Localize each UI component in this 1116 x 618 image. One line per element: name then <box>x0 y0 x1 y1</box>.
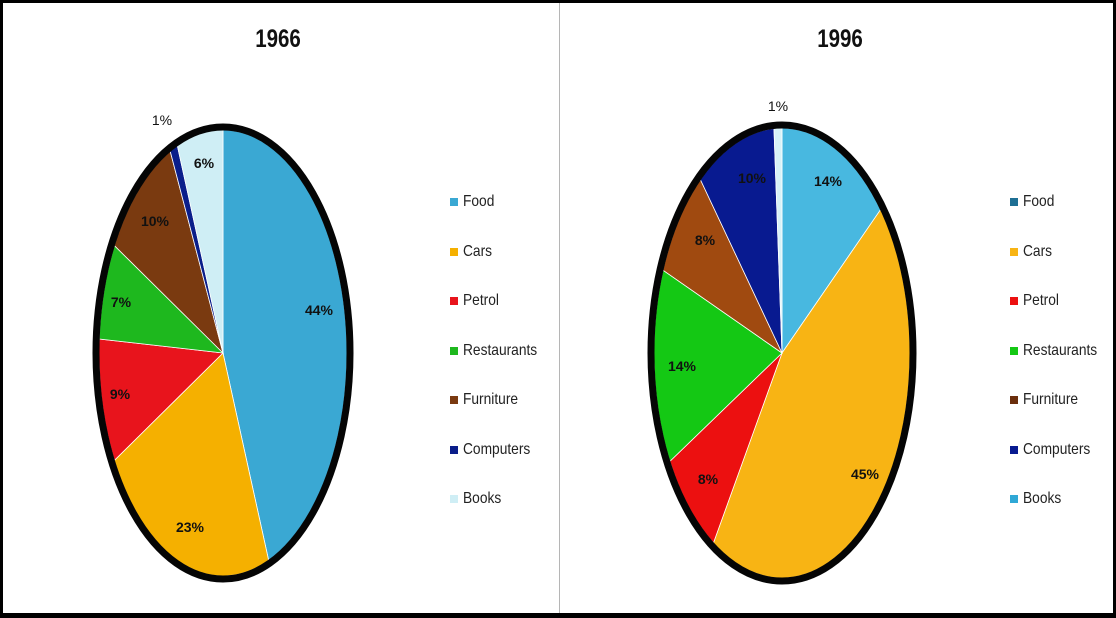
data-label-furniture: 8% <box>695 232 716 248</box>
data-label-petrol: 9% <box>110 386 131 402</box>
legend-label: Cars <box>463 242 493 260</box>
legend-label: Computers <box>463 440 531 458</box>
legend-swatch <box>1010 495 1018 503</box>
legend-swatch <box>1010 247 1018 256</box>
pie-panel-1996: 1996 14% 45% 8% 14% 8% 10% 1% Food Cars Petrol Re… <box>560 3 1113 613</box>
legend-swatch <box>1010 445 1018 454</box>
legend-swatch <box>450 247 458 256</box>
chart-title-1966: 1966 <box>255 25 301 53</box>
legend-label: Restaurants <box>1023 341 1098 359</box>
data-label-books: 1% <box>768 98 788 114</box>
pie-panel-1966: 1966 44% 23% 9% 7% 10% 1% 6% Food Cars Petrol Res… <box>3 3 560 613</box>
pie-chart-1966: 44% 23% 9% 7% 10% 1% 6% <box>92 112 354 583</box>
legend-swatch <box>1010 396 1018 404</box>
legend-swatch <box>1010 346 1018 355</box>
chart-frame: 1966 44% 23% 9% 7% 10% 1% 6% Food Cars Petrol Res… <box>3 3 1113 613</box>
legend-label: Cars <box>1023 242 1053 260</box>
data-label-food: 14% <box>814 173 843 189</box>
data-label-computers: 1% <box>152 112 172 128</box>
data-label-restaurants: 7% <box>111 294 132 310</box>
legend-label: Petrol <box>463 292 499 309</box>
legend-swatch <box>450 297 458 305</box>
legend-swatch <box>450 198 458 206</box>
legend-label: Food <box>463 193 495 210</box>
data-label-petrol: 8% <box>698 471 719 487</box>
legend-swatch <box>450 396 458 404</box>
legend-swatch <box>1010 198 1018 206</box>
legend-label: Restaurants <box>463 341 538 359</box>
data-label-books: 6% <box>194 155 215 171</box>
legend-swatch <box>1010 297 1018 305</box>
data-label-restaurants: 14% <box>668 358 697 374</box>
pie-chart-1996: 14% 45% 8% 14% 8% 10% 1% <box>647 98 917 585</box>
chart-title-1996: 1996 <box>817 25 863 53</box>
legend-swatch <box>450 346 458 355</box>
data-label-cars: 45% <box>851 466 880 482</box>
legend-swatch <box>450 445 458 454</box>
legend-label: Furniture <box>463 391 519 408</box>
pie-outline <box>647 121 917 585</box>
pie-outline <box>92 123 354 583</box>
legend-label: Furniture <box>1023 391 1079 408</box>
data-label-furniture: 10% <box>141 213 170 229</box>
legend-label: Books <box>1023 490 1062 507</box>
legend-label: Books <box>463 490 502 507</box>
legend-swatch <box>450 495 458 503</box>
data-label-cars: 23% <box>176 519 205 535</box>
data-label-computers: 10% <box>738 170 767 186</box>
legend-label: Petrol <box>1023 292 1059 309</box>
legend-label: Computers <box>1023 440 1091 458</box>
data-label-food: 44% <box>305 302 334 318</box>
legend-label: Food <box>1023 193 1055 210</box>
